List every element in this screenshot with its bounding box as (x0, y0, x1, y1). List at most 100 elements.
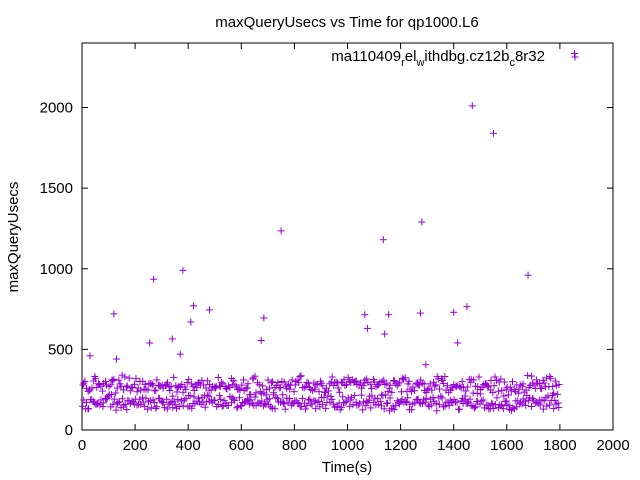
axis-ticks: 0 200 400 600 800 1000 1200 1400 1600 1800 2000 0 50… (40, 43, 630, 454)
data-point (298, 394, 306, 402)
data-point (195, 394, 203, 402)
data-point (243, 384, 251, 392)
data-point (306, 395, 314, 403)
data-point (271, 405, 279, 413)
data-point (550, 405, 558, 413)
data-point (456, 405, 464, 413)
data-point (415, 381, 423, 389)
y-axis-label: maxQueryUsecs (5, 182, 22, 293)
data-point (456, 383, 464, 391)
data-point (214, 373, 222, 381)
data-point (346, 402, 354, 410)
data-point (410, 387, 418, 395)
data-point (123, 406, 131, 414)
data-point (113, 384, 121, 392)
data-point (386, 384, 394, 392)
data-point (125, 374, 133, 382)
data-point (303, 378, 311, 386)
data-point (82, 398, 90, 406)
x-tick-label: 1600 (490, 437, 523, 454)
data-point (217, 378, 225, 386)
data-point (327, 392, 335, 400)
data-point (470, 376, 478, 384)
data-point (257, 337, 265, 345)
data-point (230, 377, 238, 385)
data-point (540, 379, 548, 387)
data-point (336, 388, 344, 396)
data-point (260, 314, 268, 322)
data-point (214, 400, 222, 408)
data-point (169, 392, 177, 400)
x-tick-label: 600 (229, 437, 254, 454)
data-point (244, 380, 252, 388)
data-point (350, 392, 358, 400)
data-point (277, 227, 285, 235)
data-point (152, 386, 160, 394)
data-point (536, 401, 544, 409)
data-point (85, 405, 93, 413)
data-point (107, 391, 115, 399)
data-point (233, 404, 241, 412)
data-point (479, 396, 487, 404)
data-point (402, 398, 410, 406)
x-tick-label: 400 (176, 437, 201, 454)
data-point (153, 403, 161, 411)
data-point (176, 350, 184, 358)
data-point (555, 381, 563, 389)
data-point (555, 404, 563, 412)
data-point (381, 381, 389, 389)
data-point (418, 218, 426, 226)
y-tick-label: 1500 (40, 180, 73, 197)
data-point (183, 379, 191, 387)
data-point (164, 379, 172, 387)
data-point (120, 386, 128, 394)
data-point (238, 381, 246, 389)
data-point (92, 375, 100, 383)
data-point (502, 397, 510, 405)
data-point (174, 395, 182, 403)
data-point (99, 387, 107, 395)
data-point (416, 399, 424, 407)
data-point (356, 399, 364, 407)
data-point (132, 375, 140, 383)
data-point (443, 382, 451, 390)
data-point (357, 391, 365, 399)
data-point (171, 401, 179, 409)
data-point (303, 402, 311, 410)
data-point (230, 395, 238, 403)
data-point (492, 376, 500, 384)
data-point (131, 380, 139, 388)
data-point (120, 402, 128, 410)
data-point (449, 384, 457, 392)
data-point (528, 394, 536, 402)
data-point (543, 402, 551, 410)
data-point (242, 385, 250, 393)
data-point (170, 373, 178, 381)
data-point (123, 383, 131, 391)
data-point (255, 381, 263, 389)
data-point (515, 385, 523, 393)
data-point (295, 379, 303, 387)
data-point (532, 376, 540, 384)
data-point (247, 396, 255, 404)
data-point (185, 392, 193, 400)
data-point (114, 399, 122, 407)
data-point (436, 385, 444, 393)
data-point (395, 380, 403, 388)
data-point (422, 361, 430, 369)
data-point (454, 339, 462, 347)
x-tick-label: 200 (123, 437, 148, 454)
data-point (524, 271, 532, 279)
data-point (290, 388, 298, 396)
data-point (187, 318, 195, 326)
data-point (173, 388, 181, 396)
data-point (224, 401, 232, 409)
data-point (338, 403, 346, 411)
data-point (363, 324, 371, 332)
legend-marker (571, 53, 579, 61)
data-point (121, 400, 129, 408)
data-point (167, 382, 175, 390)
data-point (142, 394, 150, 402)
data-point (88, 384, 96, 392)
data-point (211, 396, 219, 404)
